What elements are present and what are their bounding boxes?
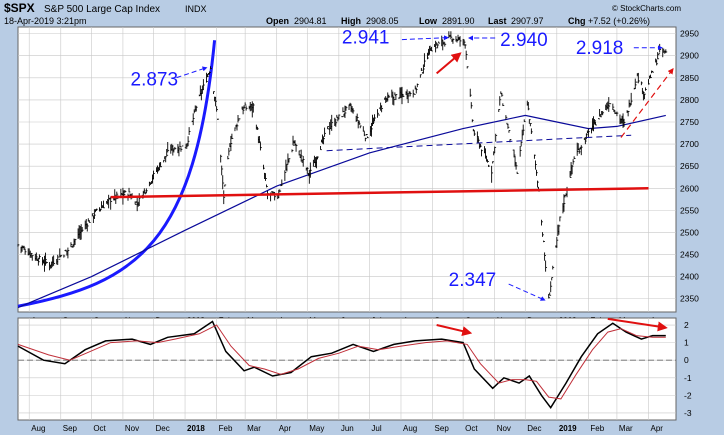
price-y-tick-label: 2700 [680,139,699,149]
open-value: 2904.81 [294,16,327,26]
price-axis: 2350 2400 2450 2500 2550 2600 2650 2700 2750 2800… [680,29,699,304]
osc-x-tick-label: Sep [63,424,78,433]
high-label: High [341,16,361,26]
price-y-tick-label: 2400 [680,272,699,282]
last-value: 2907.97 [511,16,544,26]
price-y-tick-label: 2350 [680,294,699,304]
price-y-tick-label: 2600 [680,183,699,193]
annotations: 2.873 2.941 2.940 2.918 2.347 [131,28,674,301]
annotation-label: 2.940 [500,30,548,51]
watermark: © StockCharts.com [612,4,681,13]
osc-x-tick-label: Sep [435,424,450,433]
annotation-label: 2.918 [576,38,624,59]
oscillator-axis: -3 -2 -1 0 1 2 [684,320,692,418]
oscillator-lines [17,320,676,410]
annotation-label: 2.347 [449,270,497,291]
osc-y-tick-label: 0 [684,355,689,365]
osc-x-tick-label: Oct [93,424,106,433]
chg-value: +7.52 (+0.26%) [588,16,650,26]
osc-y-tick-label: 1 [684,338,689,348]
last-label: Last [488,16,507,26]
osc-x-tick-label: May [309,424,324,433]
chart-header: $SPX S&P 500 Large Cap Index INDX 18-Apr… [4,1,681,26]
support-line [110,187,649,199]
price-y-tick-label: 2800 [680,95,699,105]
oscillator-annotations [436,317,668,336]
osc-y-tick-label: -2 [684,390,692,400]
osc-x-tick-label: Mar [247,424,261,433]
index-name: S&P 500 Large Cap Index [44,4,160,15]
dashed-trend-line [326,134,632,152]
osc-x-tick-label: Jul [371,424,381,433]
blue-parabolic-curve [17,40,217,308]
moving-average-line [17,114,666,309]
annotation-arrow [508,283,546,301]
osc-x-tick-label: Apr [279,424,292,433]
osc-x-tick-label: Feb [219,424,233,433]
price-panel [17,26,677,313]
red-arrow [607,317,668,332]
chg-label: Chg [568,16,586,26]
exchange: INDX [185,4,207,14]
open-label: Open [266,16,289,26]
osc-x-tick-label: Feb [590,424,604,433]
annotation-label: 2.873 [131,70,179,91]
osc-x-tick-label: Dec [155,424,169,433]
price-y-tick-label: 2900 [680,51,699,61]
osc-x-tick-label: 2018 [187,424,205,433]
osc-x-tick-label: 2019 [559,424,577,433]
annotation-label: 2.941 [342,28,390,49]
osc-x-tick-label: Mar [619,424,633,433]
oscillator-grid [18,318,676,420]
high-value: 2908.05 [366,16,399,26]
osc-x-tick-label: Aug [31,424,45,433]
red-arrow [435,52,462,75]
low-value: 2891.90 [442,16,475,26]
oscillator-date-axis: Aug Sep Oct Nov Dec 2018 Feb Mar Apr May Jun Jul Aug… [31,424,663,433]
osc-x-tick-label: Dec [527,424,541,433]
oscillator-line [17,320,666,410]
osc-x-tick-label: Apr [650,424,663,433]
osc-x-tick-label: Nov [125,424,139,433]
price-y-tick-label: 2950 [680,29,699,39]
oscillator-panel [17,317,677,421]
price-y-tick-label: 2750 [680,117,699,127]
annotation-arrow [176,66,208,79]
timestamp: 18-Apr-2019 3:21pm [4,16,87,26]
osc-x-tick-label: Nov [497,424,511,433]
red-arrow [436,324,473,336]
price-bars [17,31,668,299]
osc-y-tick-label: -1 [684,373,692,383]
red-dashed-arrow [620,68,674,138]
osc-y-tick-label: 2 [684,320,689,330]
osc-x-tick-label: Aug [403,424,417,433]
price-y-tick-label: 2850 [680,73,699,83]
osc-x-tick-label: Oct [465,424,478,433]
osc-x-tick-label: Jun [341,424,354,433]
price-y-tick-label: 2500 [680,227,699,237]
symbol: $SPX [4,1,35,15]
low-label: Low [419,16,438,26]
trend-lines [110,134,649,199]
price-y-tick-label: 2550 [680,205,699,215]
oscillator-signal-line [17,324,666,400]
price-y-tick-label: 2450 [680,250,699,260]
osc-y-tick-label: -3 [684,408,692,418]
price-y-tick-label: 2650 [680,161,699,171]
